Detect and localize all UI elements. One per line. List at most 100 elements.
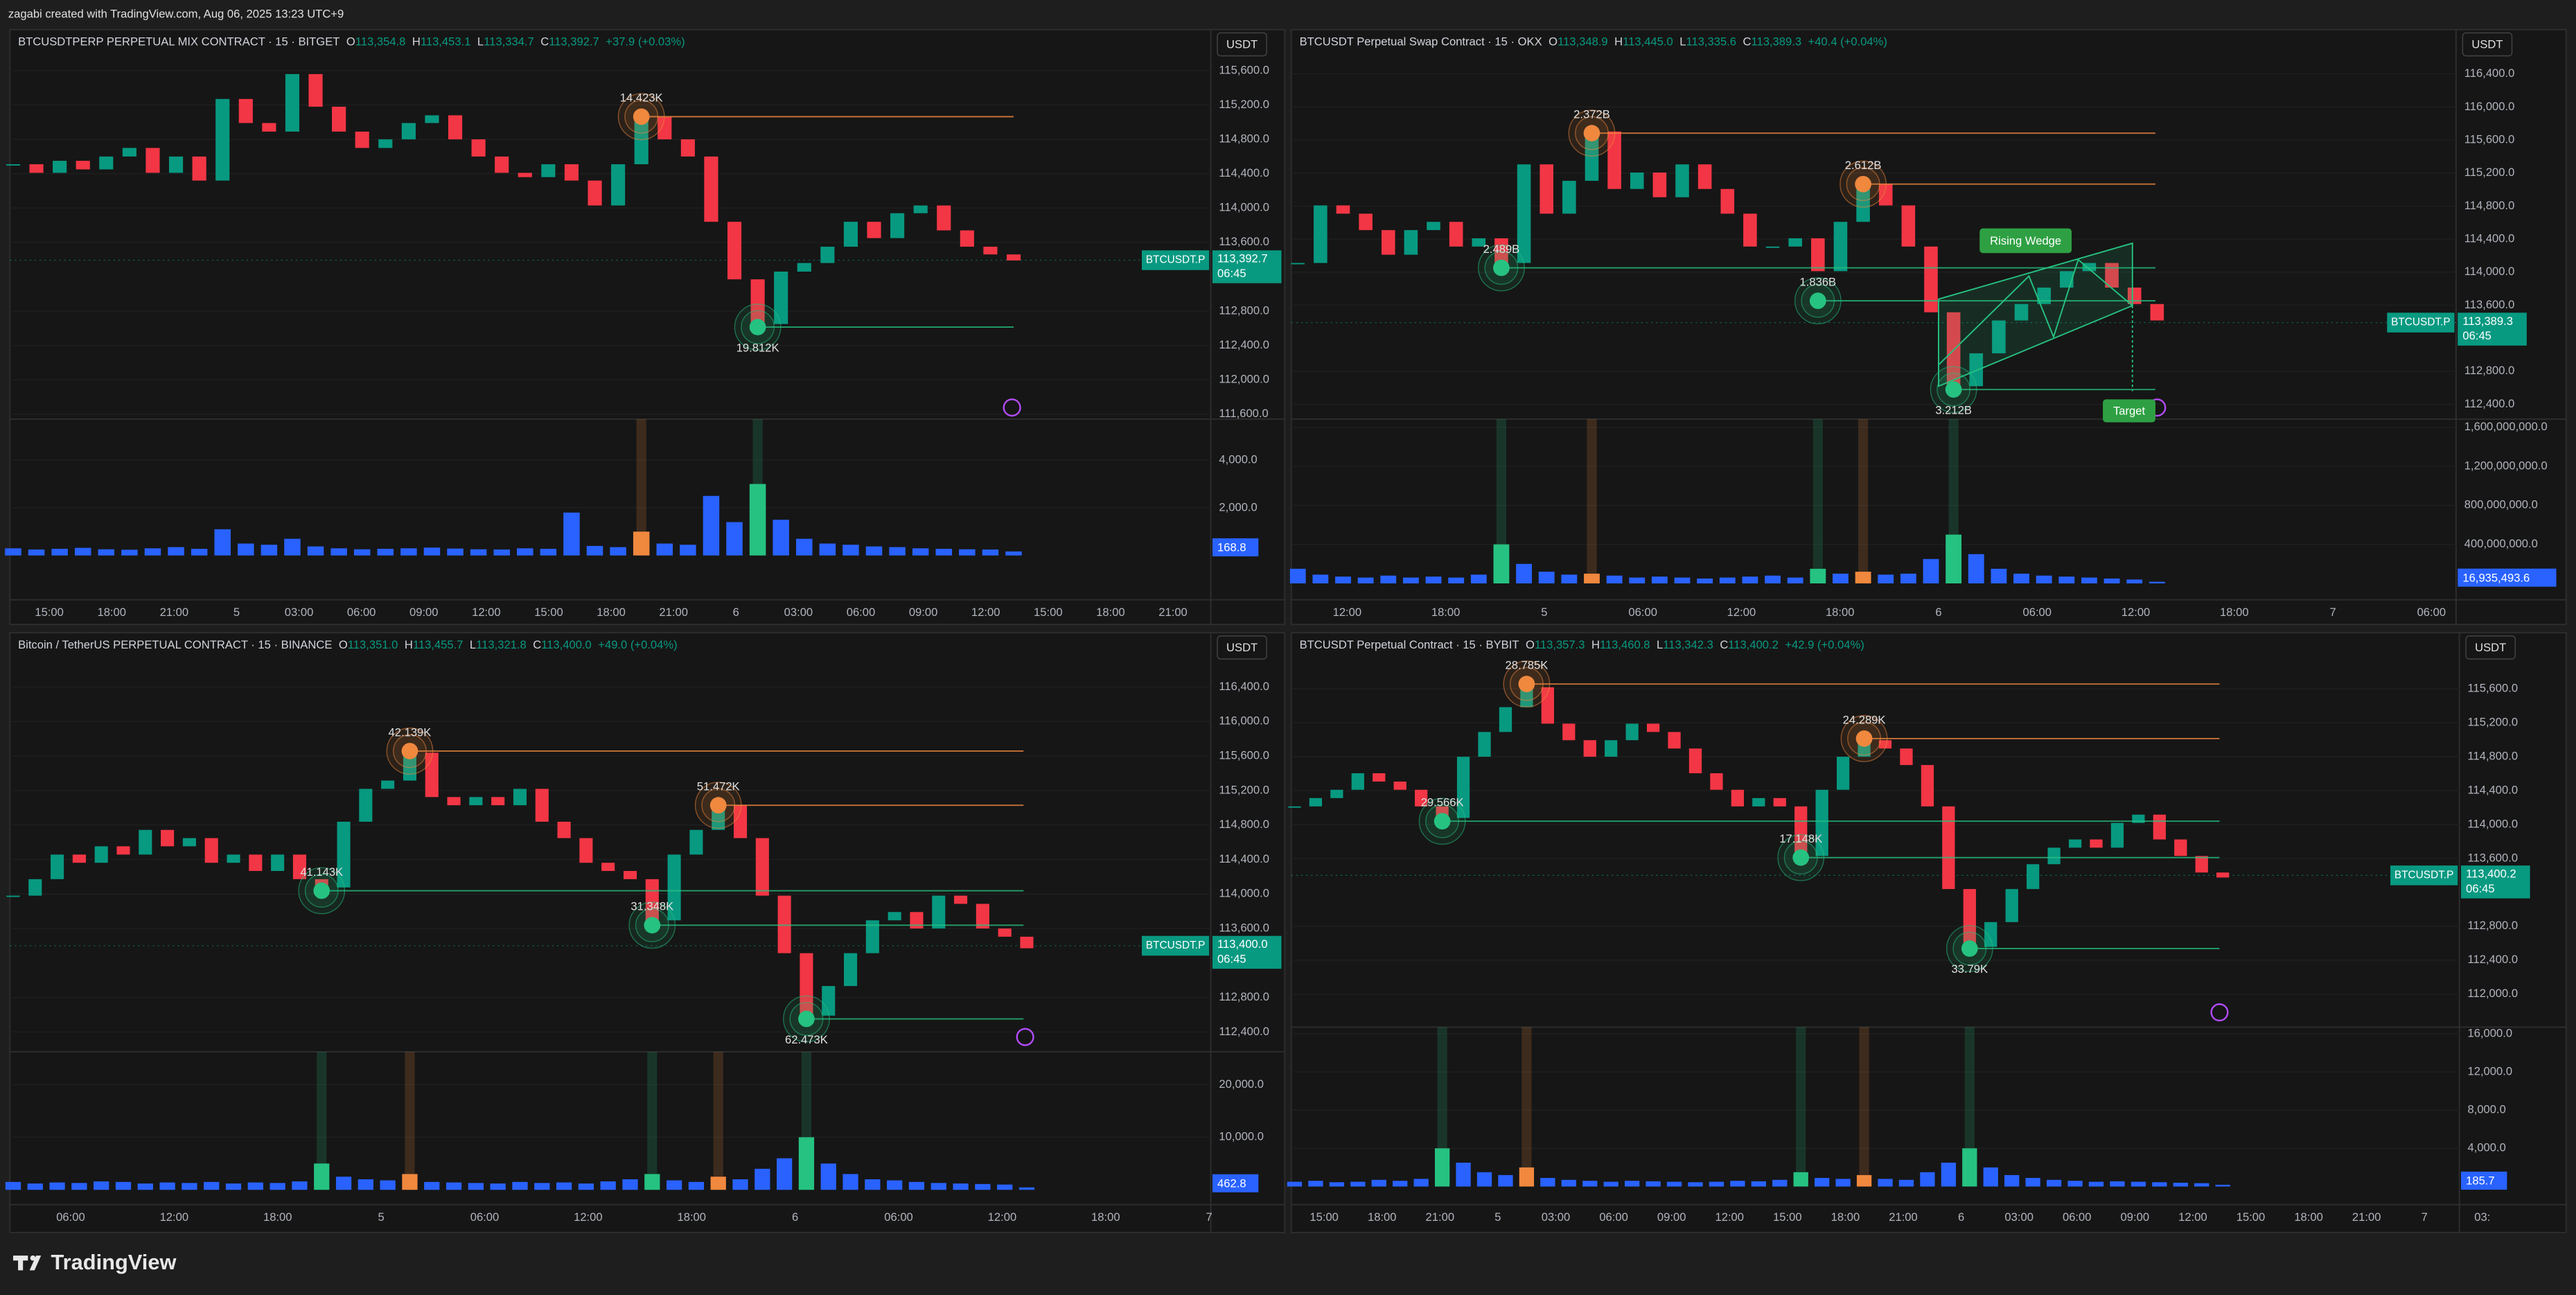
volume-tick-label: 1,600,000,000.0 [2464, 420, 2548, 433]
candle [381, 780, 395, 789]
x-tick-label: 09:00 [909, 606, 938, 619]
candle [704, 156, 718, 222]
currency-button[interactable] [1217, 32, 1267, 57]
x-tick-label: 18:00 [597, 606, 626, 619]
legend-title: BTCUSDT Perpetual Swap Contract · 15 · O… [1300, 35, 1542, 49]
volume-bar [159, 1182, 175, 1190]
marker [1433, 813, 1451, 830]
marker-label: 3.212B [1935, 403, 1972, 416]
volume-tick-label: 800,000,000.0 [2464, 498, 2538, 511]
volume-bar [1380, 575, 1397, 583]
candle [1541, 687, 1554, 724]
candle [1020, 936, 1034, 949]
highlight-band [1437, 1027, 1447, 1187]
x-tick-label: 03:00 [285, 606, 314, 619]
volume-bar [1900, 573, 1916, 583]
candle [1381, 230, 1395, 255]
ohlc-key: O [1549, 35, 1558, 49]
x-tick-label: 15:00 [2237, 1210, 2266, 1224]
candle [285, 73, 300, 132]
volume-bar [493, 549, 510, 556]
volume-bar [28, 549, 45, 556]
volume-tick-label: 400,000,000.0 [2464, 537, 2538, 550]
candle [937, 205, 951, 231]
volume-bar [517, 548, 533, 556]
marker [1518, 676, 1535, 693]
volume-tag-label: 16,935,493.6 [2462, 571, 2530, 584]
volume-bar [400, 548, 417, 556]
candle [292, 854, 306, 879]
x-tick-label: 15:00 [35, 606, 64, 619]
volume-tag-label: 462.8 [1217, 1177, 1246, 1190]
volume-bar [1787, 577, 1803, 583]
alert-icon[interactable] [1003, 398, 1021, 417]
alert-icon[interactable] [2210, 1003, 2229, 1022]
candle [588, 180, 602, 206]
ohlc-key: L [1679, 35, 1686, 49]
volume-bar [1833, 573, 1849, 583]
candle [99, 156, 114, 170]
candle [689, 829, 703, 855]
x-tick-label: 12:00 [2178, 1210, 2207, 1224]
volume-bar [2036, 575, 2052, 583]
symbol-tag [1141, 250, 1210, 270]
candle [611, 164, 626, 206]
volume-bar [1646, 1181, 1661, 1187]
y-tick-label: 114,400.0 [1219, 852, 1269, 865]
candle [192, 156, 206, 181]
volume-bar [1697, 578, 1713, 583]
x-tick-label: 06:00 [347, 606, 376, 619]
candle [645, 879, 659, 921]
price-tag [2458, 312, 2527, 346]
x-tick-label: 06:00 [847, 606, 876, 619]
marker-label: 42.139K [389, 725, 432, 739]
x-tick-label: 12:00 [472, 606, 501, 619]
candle [755, 838, 769, 896]
y-tick-label: 116,000.0 [2464, 100, 2515, 113]
candle [1291, 263, 1305, 265]
volume-bar [600, 1181, 616, 1190]
x-tick-label: 7 [1206, 1210, 1212, 1224]
volume-bar [2067, 1181, 2083, 1187]
currency-button[interactable] [1217, 635, 1267, 660]
volume-bar [1719, 577, 1736, 583]
volume-bar [1584, 573, 1600, 583]
volume-bar [1730, 1181, 1745, 1187]
y-tick-label: 112,800.0 [2464, 364, 2515, 377]
legend: BTCUSDTPERP PERPETUAL MIX CONTRACT · 15 … [18, 35, 685, 49]
x-tick-label: 09:00 [2121, 1210, 2150, 1224]
alert-icon[interactable] [1016, 1028, 1034, 1046]
volume-bar [865, 546, 883, 556]
volume-bar [556, 1182, 572, 1190]
candle [227, 854, 240, 863]
currency-button[interactable] [2465, 635, 2516, 660]
ohlc-key: H [412, 35, 421, 49]
candle [774, 271, 788, 324]
volume-bar [703, 495, 720, 556]
legend-title: BTCUSDT Perpetual Contract · 15 · BYBIT [1300, 639, 1519, 652]
marker [749, 319, 766, 335]
change: +40.4 (+0.04%) [1808, 35, 1887, 49]
candle [1562, 180, 1576, 214]
volume-bar [726, 522, 743, 556]
candle [1878, 184, 1893, 206]
candle [2068, 839, 2082, 848]
candle [1472, 238, 1486, 247]
volume-bar [610, 547, 626, 556]
volume-bar [777, 1158, 793, 1190]
candle [1517, 164, 1531, 263]
volume-bar [2046, 1179, 2062, 1187]
volume-bar [1538, 572, 1555, 583]
y-tick-label: 115,600.0 [1219, 748, 1269, 761]
volume-tag-label: 185.7 [2466, 1174, 2495, 1188]
currency-button[interactable] [2462, 32, 2513, 57]
highlight-band [1812, 419, 1823, 583]
candle [910, 912, 924, 929]
marker-label: 33.79K [1952, 962, 1988, 976]
volume-bar [798, 1137, 815, 1190]
volume-bar [755, 1168, 770, 1190]
ohlc-value: 113,445.0 [1623, 35, 1673, 49]
marker-label: 24.289K [1843, 713, 1886, 726]
x-tick-label: 03: [2474, 1210, 2490, 1224]
volume-bar [353, 549, 371, 556]
